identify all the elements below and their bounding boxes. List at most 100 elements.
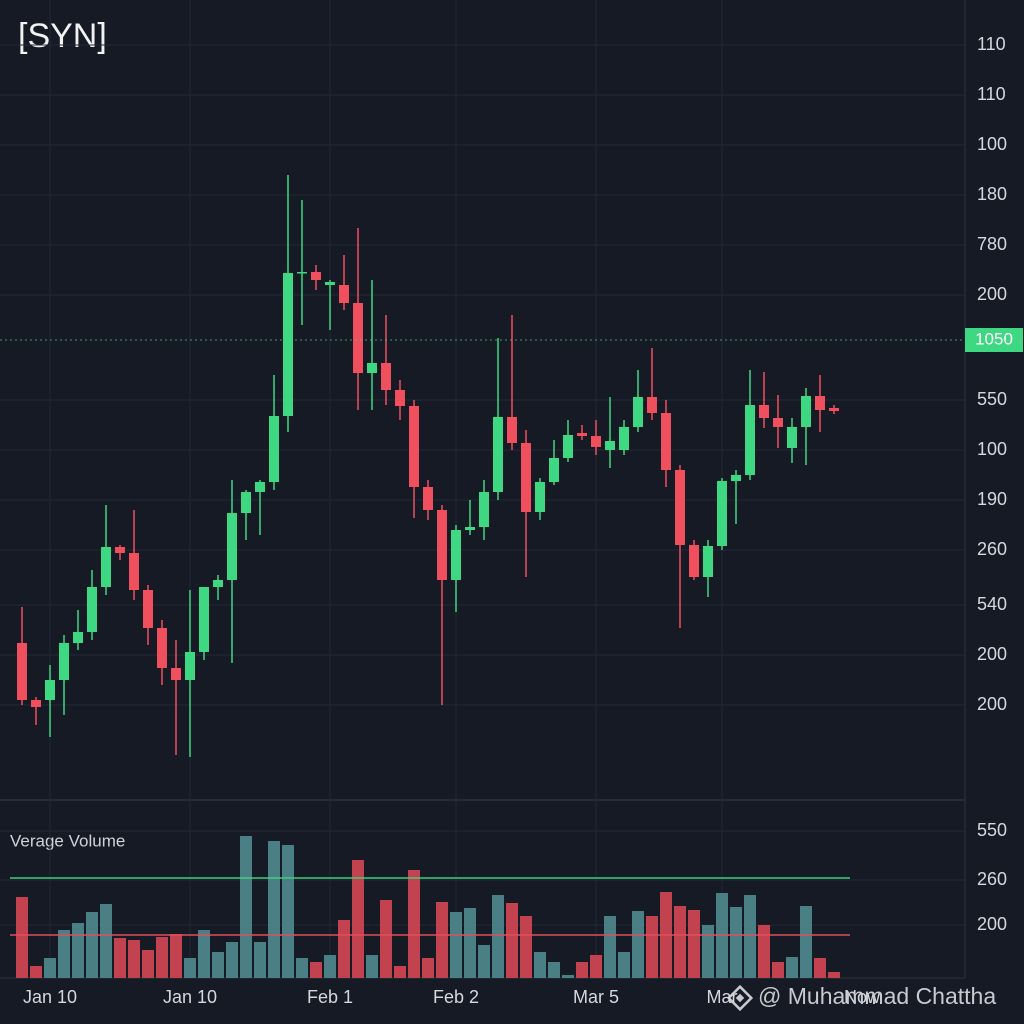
y-tick-label: 780 bbox=[977, 234, 1007, 254]
volume-bar bbox=[450, 912, 462, 978]
candle-body bbox=[605, 441, 615, 450]
y-tick-label: 550 bbox=[977, 389, 1007, 409]
candle-body bbox=[381, 363, 391, 390]
volume-title: Verage Volume bbox=[10, 831, 125, 850]
candle-body bbox=[717, 481, 727, 546]
volume-bar bbox=[72, 923, 84, 978]
y-tick-label: 260 bbox=[977, 539, 1007, 559]
y-tick-label: 110 bbox=[977, 84, 1006, 104]
last-price-label: 1050 bbox=[975, 329, 1013, 348]
candle-body bbox=[367, 363, 377, 373]
volume-tick-label: 550 bbox=[977, 820, 1007, 840]
candle-body bbox=[689, 545, 699, 577]
volume-bar bbox=[324, 955, 336, 978]
volume-bar bbox=[702, 925, 714, 978]
volume-bar bbox=[282, 845, 294, 978]
candle-body bbox=[479, 492, 489, 527]
candle-body bbox=[549, 458, 559, 482]
candle-body bbox=[493, 417, 503, 492]
candle-body bbox=[199, 587, 209, 652]
y-tick-label: 110 bbox=[977, 34, 1006, 54]
volume-bar bbox=[590, 955, 602, 978]
volume-bar bbox=[128, 940, 140, 978]
volume-bar bbox=[646, 916, 658, 978]
candle-body bbox=[661, 413, 671, 470]
y-tick-label: 100 bbox=[977, 134, 1007, 154]
x-tick-label: Jan 10 bbox=[23, 987, 77, 1007]
candle-body bbox=[745, 405, 755, 475]
volume-bar bbox=[240, 836, 252, 978]
volume-bar bbox=[86, 912, 98, 978]
candle-body bbox=[815, 396, 825, 410]
volume-bar bbox=[170, 934, 182, 978]
volume-bar bbox=[366, 955, 378, 978]
volume-bar bbox=[254, 942, 266, 978]
volume-bar bbox=[604, 916, 616, 978]
candle-body bbox=[31, 700, 41, 707]
volume-bar bbox=[828, 972, 840, 978]
candle-body bbox=[577, 433, 587, 436]
candle-body bbox=[409, 406, 419, 487]
volume-bar bbox=[800, 906, 812, 978]
volume-tick-label: 260 bbox=[977, 869, 1007, 889]
candle-body bbox=[59, 643, 69, 680]
volume-bar bbox=[212, 952, 224, 978]
volume-tick-label: 200 bbox=[977, 914, 1007, 934]
volume-bar bbox=[268, 841, 280, 978]
volume-bar bbox=[478, 945, 490, 978]
candle-body bbox=[115, 547, 125, 553]
y-tick-label: 180 bbox=[977, 184, 1007, 204]
volume-bar bbox=[534, 952, 546, 978]
volume-bar bbox=[632, 911, 644, 978]
candle-body bbox=[297, 272, 307, 274]
candle-body bbox=[171, 668, 181, 680]
volume-bar bbox=[226, 942, 238, 978]
y-tick-label: 540 bbox=[977, 594, 1007, 614]
candle-body bbox=[241, 492, 251, 513]
candle-body bbox=[395, 390, 405, 406]
volume-bar bbox=[156, 937, 168, 978]
volume-bar bbox=[786, 957, 798, 978]
candle-body bbox=[143, 590, 153, 628]
candle-body bbox=[185, 652, 195, 680]
volume-bar bbox=[352, 860, 364, 978]
candle-body bbox=[703, 546, 713, 577]
candle-body bbox=[759, 405, 769, 418]
candle-body bbox=[129, 553, 139, 590]
candle-body bbox=[619, 427, 629, 450]
candle-body bbox=[451, 530, 461, 580]
x-end-label: Now bbox=[844, 987, 881, 1007]
candle-body bbox=[101, 547, 111, 587]
volume-bar bbox=[744, 895, 756, 978]
volume-bar bbox=[338, 920, 350, 978]
candle-body bbox=[213, 580, 223, 587]
candle-body bbox=[507, 417, 517, 443]
volume-bar bbox=[198, 930, 210, 978]
candle-body bbox=[773, 418, 783, 427]
volume-bar bbox=[436, 902, 448, 978]
x-tick-label: Jan 10 bbox=[163, 987, 217, 1007]
candle-body bbox=[423, 487, 433, 510]
volume-bar bbox=[674, 906, 686, 978]
x-tick-label: Feb 2 bbox=[433, 987, 479, 1007]
y-tick-label: 100 bbox=[977, 439, 1007, 459]
candle-body bbox=[675, 470, 685, 545]
candle-body bbox=[521, 443, 531, 512]
candle-body bbox=[731, 475, 741, 481]
volume-bar bbox=[506, 903, 518, 978]
candle-body bbox=[591, 436, 601, 447]
volume-bar bbox=[576, 962, 588, 978]
candle-body bbox=[535, 482, 545, 512]
volume-bar bbox=[44, 958, 56, 978]
volume-bar bbox=[618, 952, 630, 978]
volume-bar bbox=[100, 904, 112, 978]
candle-body bbox=[157, 628, 167, 668]
candle-body bbox=[311, 272, 321, 280]
volume-bar bbox=[16, 897, 28, 978]
volume-bar bbox=[492, 895, 504, 978]
volume-bar bbox=[772, 962, 784, 978]
volume-bar bbox=[562, 975, 574, 978]
x-tick-label: Feb 1 bbox=[307, 987, 353, 1007]
volume-bar bbox=[184, 958, 196, 978]
